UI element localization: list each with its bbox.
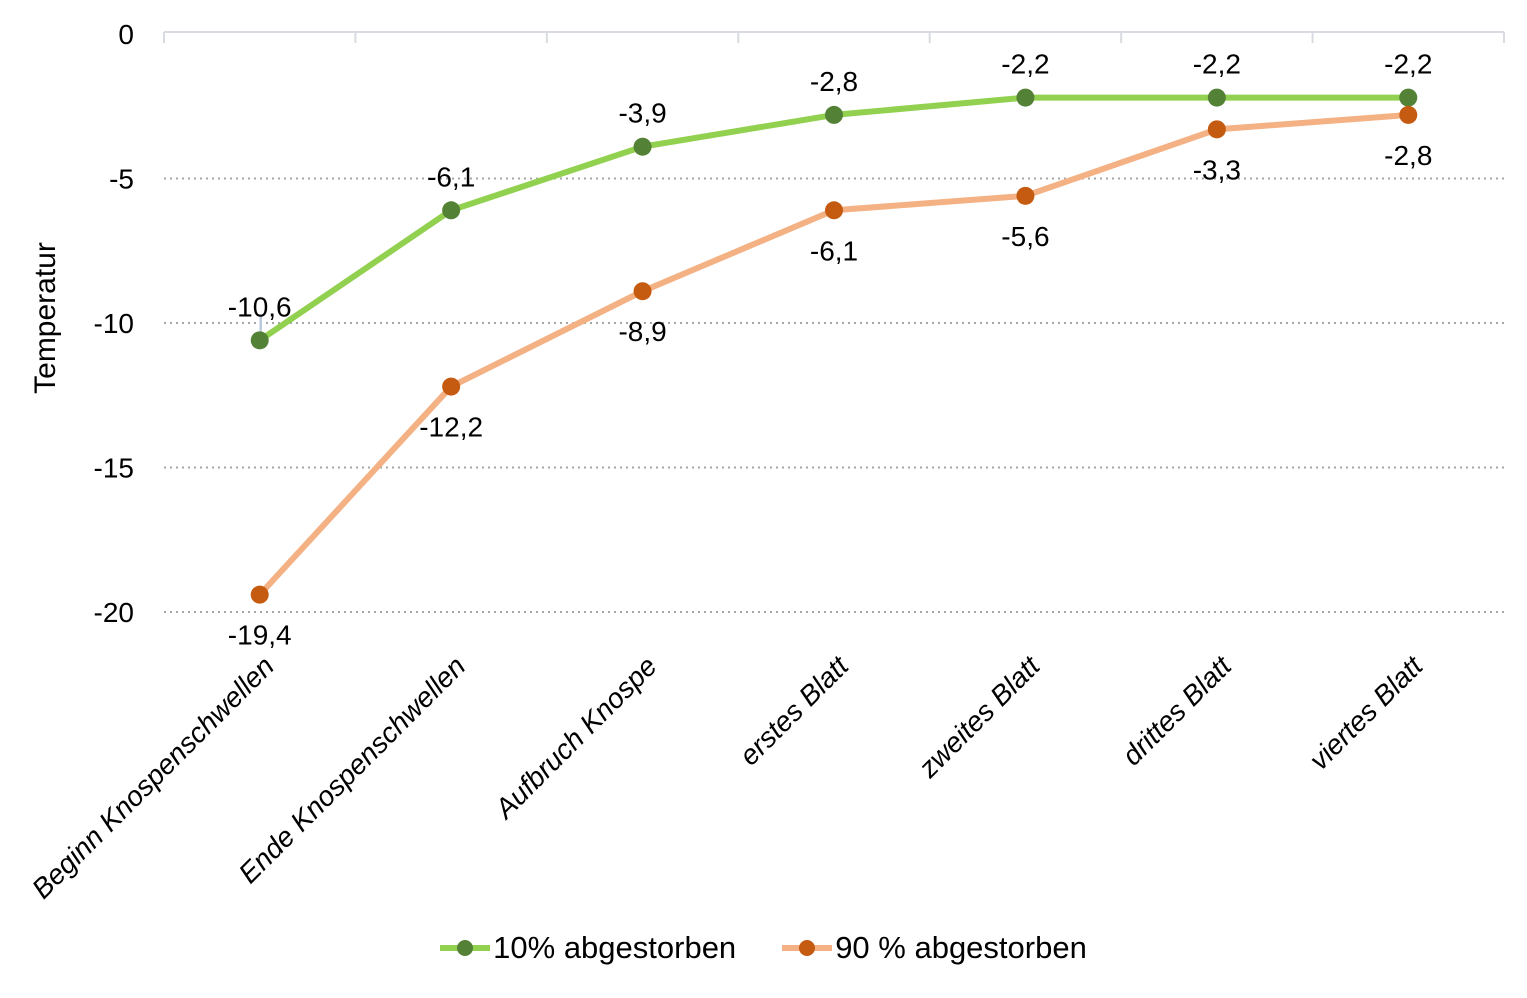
data-label-s1-4: -5,6 bbox=[1001, 221, 1049, 252]
data-point-marker-s0-1 bbox=[442, 201, 461, 220]
x-category-label-1: Ende Knospenschwellen bbox=[233, 650, 472, 889]
data-label-s0-6: -2,2 bbox=[1384, 49, 1432, 80]
data-point-marker-s1-3 bbox=[825, 201, 843, 220]
y-axis-tick-label-2: -10 bbox=[94, 308, 134, 339]
data-label-s1-0: -19,4 bbox=[228, 620, 292, 651]
data-point-marker-s1-5 bbox=[1207, 120, 1226, 139]
y-axis-tick-label-4: -20 bbox=[94, 597, 134, 628]
data-label-s1-1: -12,2 bbox=[419, 412, 483, 443]
data-point-marker-s0-3 bbox=[825, 105, 843, 124]
legend-line-marker-icon bbox=[440, 939, 491, 956]
data-point-marker-s0-5 bbox=[1207, 88, 1226, 107]
x-category-label-5: drittes Blatt bbox=[1116, 649, 1238, 771]
data-point-marker-s1-0 bbox=[250, 585, 269, 604]
data-point-marker-s0-6 bbox=[1399, 88, 1418, 107]
data-label-s0-5: -2,2 bbox=[1193, 49, 1241, 80]
data-point-marker-s0-4 bbox=[1016, 88, 1035, 107]
data-label-s0-4: -2,2 bbox=[1001, 49, 1049, 80]
legend: 10% abgestorben 90 % abgestorben bbox=[0, 932, 1527, 963]
x-category-label-6: viertes Blatt bbox=[1303, 649, 1429, 775]
y-axis-title: Temperatur bbox=[29, 242, 62, 394]
data-label-s1-5: -3,3 bbox=[1193, 154, 1241, 185]
data-label-s0-3: -2,8 bbox=[810, 66, 858, 97]
legend-item-1: 90 % abgestorben bbox=[782, 932, 1087, 963]
data-point-marker-s0-0 bbox=[250, 331, 269, 350]
y-axis-tick-label-1: -5 bbox=[109, 164, 134, 195]
data-label-s1-6: -2,8 bbox=[1384, 140, 1432, 171]
y-axis-tick-label-3: -15 bbox=[94, 453, 134, 484]
data-label-s1-3: -6,1 bbox=[810, 235, 858, 266]
legend-label-0: 10% abgestorben bbox=[493, 930, 737, 965]
x-category-label-4: zweites Blatt bbox=[912, 649, 1047, 784]
legend-label-1: 90 % abgestorben bbox=[835, 930, 1087, 965]
data-point-marker-s1-2 bbox=[633, 282, 652, 301]
data-point-marker-s1-6 bbox=[1399, 105, 1418, 124]
data-label-s1-2: -8,9 bbox=[618, 316, 666, 347]
data-label-s0-0: -10,6 bbox=[228, 291, 292, 322]
legend-line-marker-icon bbox=[782, 939, 833, 956]
legend-item-0: 10% abgestorben bbox=[440, 932, 736, 963]
data-label-s0-1: -6,1 bbox=[427, 161, 475, 192]
y-axis-tick-label-0: 0 bbox=[118, 19, 134, 50]
x-category-label-3: erstes Blatt bbox=[733, 649, 855, 771]
data-label-s0-2: -3,9 bbox=[618, 98, 666, 129]
x-category-label-2: Aufbruch Knospe bbox=[488, 650, 663, 825]
data-point-marker-s1-4 bbox=[1016, 186, 1035, 205]
data-point-marker-s1-1 bbox=[442, 377, 461, 396]
data-point-marker-s0-2 bbox=[633, 137, 652, 156]
